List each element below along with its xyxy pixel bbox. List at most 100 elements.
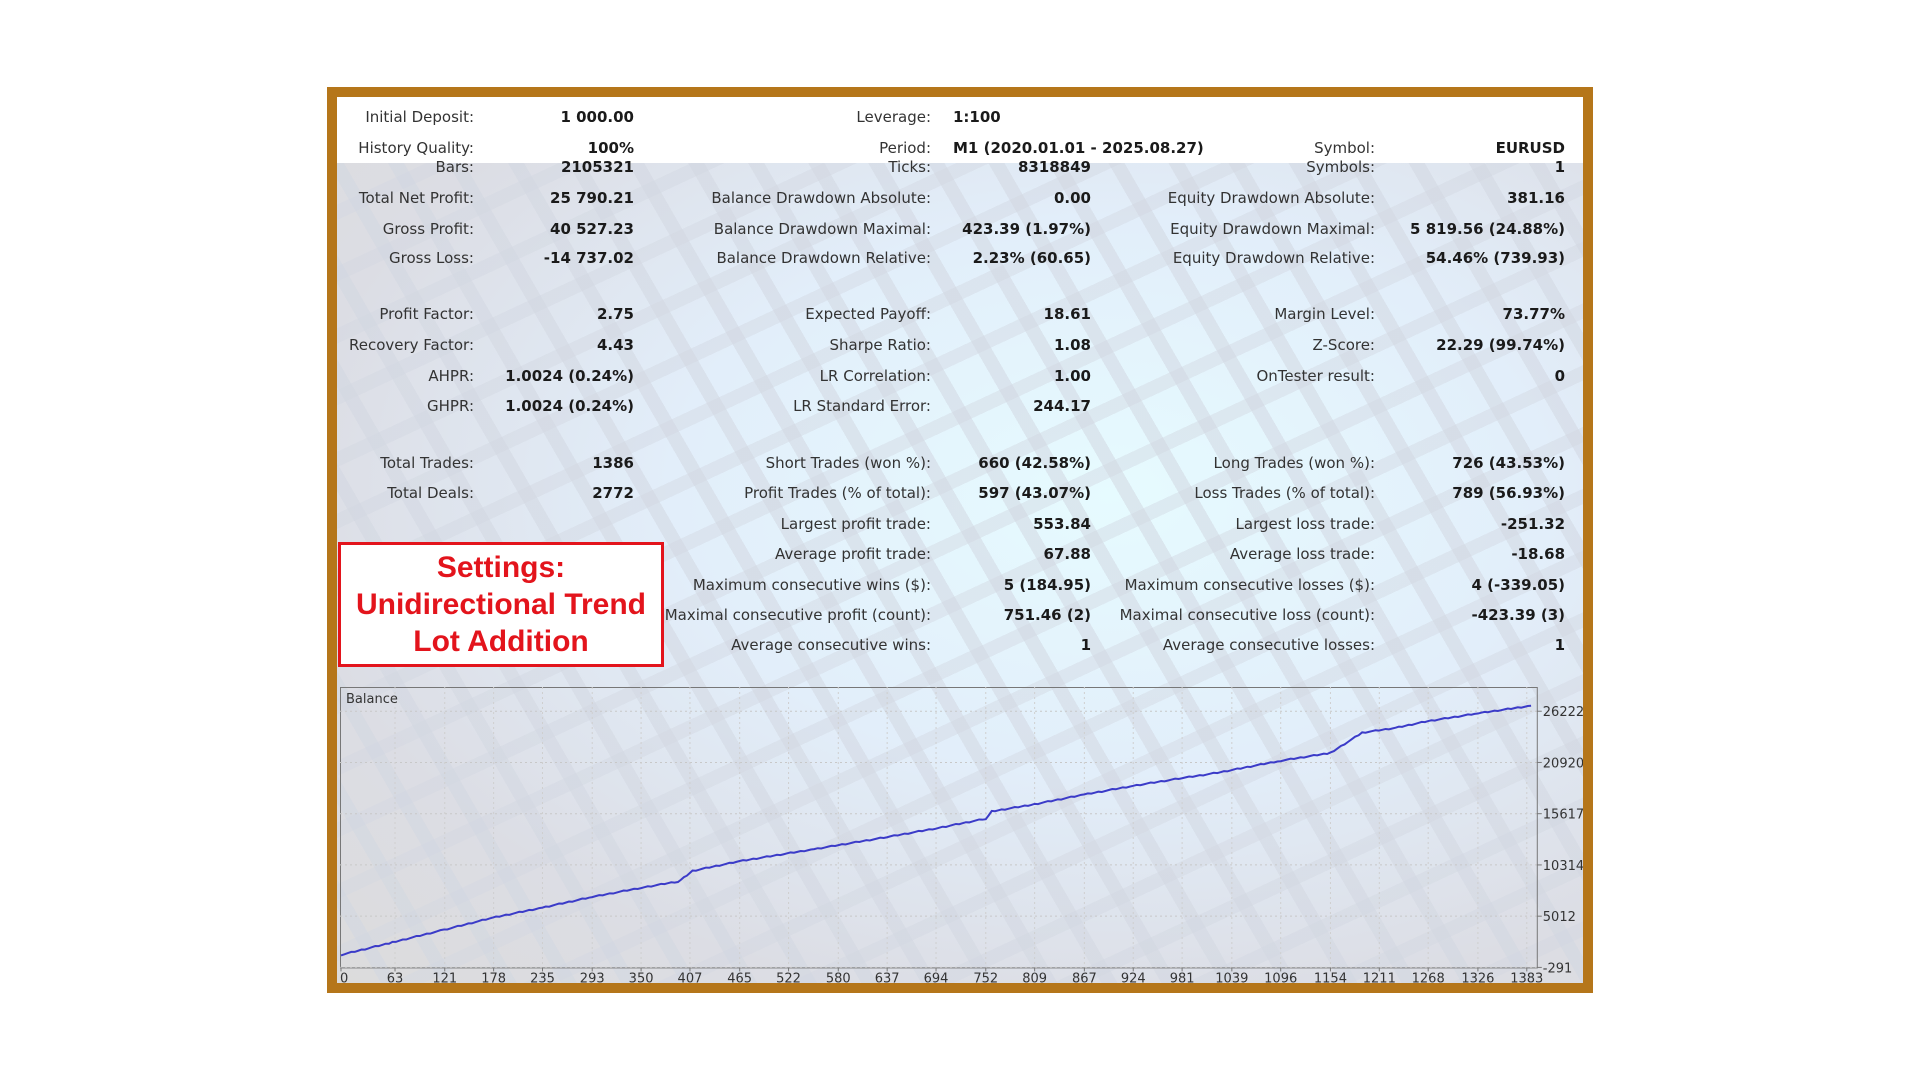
ghpr-label: GHPR: [427,397,474,415]
ticks-value: 8318849 [1017,158,1091,176]
total-trades-value: 1386 [592,454,634,472]
x-tick-label: 637 [875,971,900,983]
average-profit-trade-label: Average profit trade: [774,545,931,563]
x-tick-label: 981 [1170,971,1195,983]
lr-correlation-label: LR Correlation: [819,367,931,385]
maximum-consecutive-losses-label: Maximum consecutive losses ($): [1124,576,1375,594]
z-score-label: Z-Score: [1312,336,1376,354]
x-tick-label: 121 [432,971,457,983]
average-consecutive-losses-label: Average consecutive losses: [1162,636,1375,654]
lr-standard-error-label: LR Standard Error: [793,397,931,415]
gross-loss-label: Gross Loss: [389,249,474,267]
plot-area [340,687,1538,969]
settings-title: Settings: [436,551,566,584]
y-tick-label: 10314 [1543,859,1583,874]
maximal-consecutive-loss-count-label: Maximal consecutive loss (count): [1119,606,1375,624]
loss-trades-of-total-label: Loss Trades (% of total): [1194,484,1375,502]
y-tick-label: 15617 [1543,808,1583,823]
gross-profit-value: 40 527.23 [550,220,634,238]
balance-drawdown-maximal-label: Balance Drawdown Maximal: [713,220,931,238]
report-header [337,97,1583,163]
x-tick-label: 63 [387,971,404,983]
history-quality-label: History Quality: [358,139,474,157]
report-frame: Initial Deposit: 1 000.00 Leverage: 1:10… [327,87,1593,993]
x-tick-label: 809 [1022,971,1047,983]
balance-line [340,704,1532,957]
equity-drawdown-maximal-value: 5 819.56 (24.88%) [1410,220,1565,238]
balance-chart-svg: 26222 20920 15617 10314 5012 -291 0 63 121 178 235… [340,687,1583,983]
equity-drawdown-relative-value: 54.46% (739.93) [1425,249,1565,267]
initial-deposit-value: 1 000.00 [560,108,634,126]
average-consecutive-losses-value: 1 [1554,636,1565,654]
period-value: M1 (2020.01.01 - 2025.08.27) [953,139,1204,157]
symbol-label: Symbol: [1314,139,1375,157]
total-net-profit-label: Total Net Profit: [358,189,474,207]
period-label: Period: [879,139,931,157]
maximal-consecutive-profit-count-label: Maximal consecutive profit (count): [664,606,931,624]
chart-title: Balance [346,692,398,707]
maximum-consecutive-losses-value: 4 (-339.05) [1471,576,1565,594]
x-tick-label: 1154 [1314,971,1347,983]
equity-drawdown-maximal-label: Equity Drawdown Maximal: [1170,220,1375,238]
ahpr-value: 1.0024 (0.24%) [505,367,634,385]
x-tick-label: 235 [530,971,555,983]
ghpr-value: 1.0024 (0.24%) [505,397,634,415]
leverage-value: 1:100 [953,108,1001,126]
x-tick-label: 752 [973,971,998,983]
x-tick-label: 867 [1072,971,1097,983]
maximum-consecutive-wins-label: Maximum consecutive wins ($): [692,576,931,594]
total-deals-value: 2772 [592,484,634,502]
x-tick-label: 1096 [1264,971,1297,983]
balance-drawdown-relative-value: 2.23% (60.65) [972,249,1091,267]
margin-level-value: 73.77% [1502,305,1565,323]
ontester-result-value: 0 [1554,367,1565,385]
y-tick-label: 5012 [1543,910,1576,925]
report-panel: Initial Deposit: 1 000.00 Leverage: 1:10… [337,97,1583,983]
largest-loss-trade-label: Largest loss trade: [1235,515,1375,533]
equity-drawdown-absolute-value: 381.16 [1507,189,1565,207]
settings-line-2: Unidirectional Trend [355,588,647,621]
symbol-value: EURUSD [1495,139,1565,157]
balance-drawdown-absolute-label: Balance Drawdown Absolute: [711,189,931,207]
leverage-label: Leverage: [856,108,931,126]
short-trades-won-label: Short Trades (won %): [765,454,931,472]
equity-drawdown-relative-label: Equity Drawdown Relative: [1172,249,1375,267]
largest-loss-trade-value: -251.32 [1500,515,1565,533]
maximum-consecutive-wins-value: 5 (184.95) [1003,576,1091,594]
bars-value: 2105321 [560,158,634,176]
x-tick-label: 924 [1121,971,1146,983]
largest-profit-trade-label: Largest profit trade: [780,515,931,533]
x-tick-label: 407 [678,971,703,983]
balance-drawdown-absolute-value: 0.00 [1053,189,1091,207]
equity-drawdown-absolute-label: Equity Drawdown Absolute: [1167,189,1375,207]
maximal-consecutive-profit-count-value: 751.46 (2) [1003,606,1091,624]
recovery-factor-value: 4.43 [596,336,634,354]
sharpe-ratio-label: Sharpe Ratio: [829,336,931,354]
balance-drawdown-relative-label: Balance Drawdown Relative: [716,249,931,267]
recovery-factor-label: Recovery Factor: [348,336,474,354]
x-tick-label: 1326 [1461,971,1494,983]
expected-payoff-value: 18.61 [1043,305,1091,323]
initial-deposit-label: Initial Deposit: [365,108,474,126]
expected-payoff-label: Expected Payoff: [805,305,931,323]
balance-chart: 26222 20920 15617 10314 5012 -291 0 63 121 178 235… [340,687,1583,983]
lr-correlation-value: 1.00 [1053,367,1091,385]
loss-trades-of-total-value: 789 (56.93%) [1452,484,1565,502]
x-tick-label: 350 [629,971,654,983]
gross-profit-label: Gross Profit: [382,220,474,238]
total-net-profit-value: 25 790.21 [550,189,634,207]
settings-callout: Settings: Unidirectional Trend Lot Addit… [338,542,664,667]
lr-standard-error-value: 244.17 [1033,397,1091,415]
largest-profit-trade-value: 553.84 [1033,515,1091,533]
x-tick-label: 522 [776,971,801,983]
y-tick-label: 26222 [1543,705,1583,720]
average-loss-trade-value: -18.68 [1511,545,1565,563]
x-tick-label: 1383 [1510,971,1543,983]
bars-label: Bars: [435,158,474,176]
history-quality-value: 100% [587,139,634,157]
x-tick-label: 465 [727,971,752,983]
sharpe-ratio-value: 1.08 [1053,336,1091,354]
average-loss-trade-label: Average loss trade: [1229,545,1375,563]
x-tick-label: 580 [826,971,851,983]
x-tick-label: 1211 [1363,971,1396,983]
